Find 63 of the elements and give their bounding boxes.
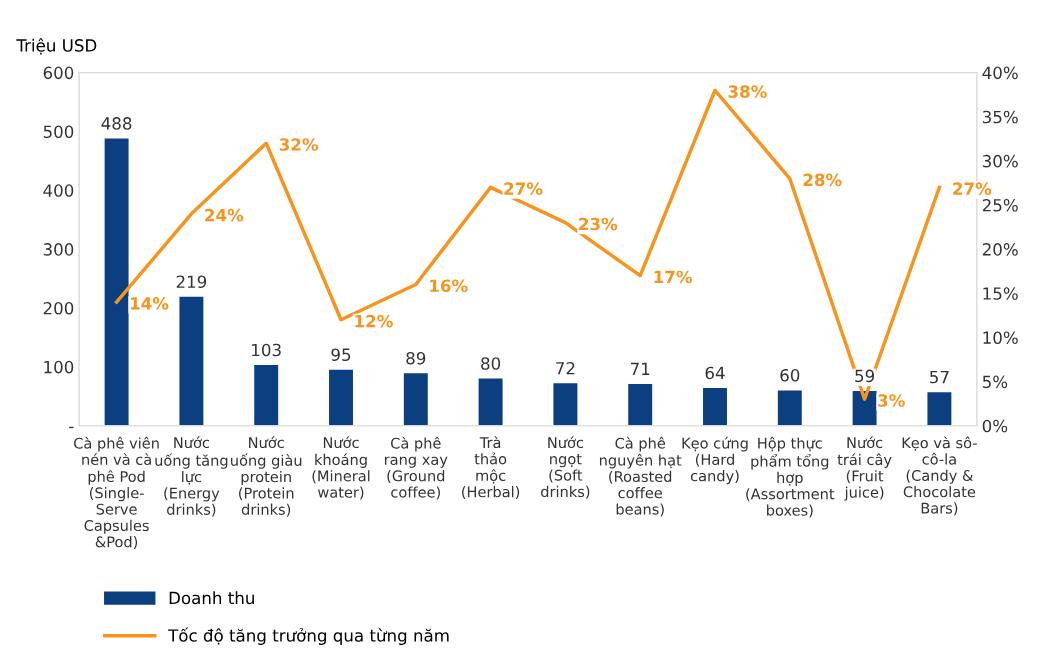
bar	[777, 390, 802, 426]
data-label: 14%	[130, 297, 169, 310]
bar	[553, 383, 578, 426]
data-label: 17%	[654, 270, 693, 284]
x-tick-label: Nước trái cây (Fruit juice)	[837, 436, 892, 501]
x-tick-label: Kẹo cứng (Hard candy)	[682, 436, 748, 485]
data-label: 16%	[430, 279, 468, 293]
data-label: 23%	[579, 217, 618, 231]
y2-tick-label: 30%	[982, 154, 1018, 168]
bar	[478, 378, 503, 426]
y2-tick-label: 0%	[982, 419, 1008, 433]
data-label: 95	[331, 348, 351, 362]
y-tick-label: 200	[43, 301, 74, 315]
x-tick-label: Nước ngọt (Soft drinks)	[541, 436, 590, 499]
y2-tick-label: 10%	[983, 331, 1018, 344]
bar	[179, 296, 204, 426]
data-label: 57	[930, 370, 949, 384]
y-tick-label: 300	[43, 243, 74, 256]
bar	[628, 383, 653, 426]
data-label: 28%	[803, 173, 842, 187]
x-tick-label: Nước uống giàu protein (Protein drinks)	[231, 436, 302, 517]
data-label: 12%	[355, 314, 393, 328]
bar	[254, 365, 279, 426]
bar	[703, 388, 727, 426]
y2-tick-label: 25%	[982, 198, 1018, 212]
y2-tick-label: 20%	[982, 243, 1018, 256]
data-label: 89	[406, 351, 426, 365]
legend-label: Tốc độ tăng trưởng qua từng năm	[168, 627, 449, 645]
data-label: 64	[705, 366, 725, 380]
bar	[329, 369, 353, 426]
legend-label: Doanh thu	[169, 591, 254, 605]
data-label: 27%	[953, 182, 992, 195]
y-tick-label: 600	[43, 66, 74, 80]
data-label: 38%	[728, 85, 767, 98]
bar	[104, 138, 129, 426]
y-tick-label: -	[69, 426, 74, 429]
x-tick-label: Trà thảo mộc (Herbal)	[462, 436, 520, 500]
y-tick-label: 500	[43, 125, 74, 139]
y2-tick-label: 35%	[982, 110, 1018, 124]
data-label: 59	[855, 369, 875, 383]
x-tick-label: Cà phê nguyên hạt (Roasted coffee beans)	[599, 436, 682, 517]
data-label: 60	[780, 369, 800, 382]
data-label: 71	[630, 362, 650, 375]
y2-tick-label: 5%	[982, 375, 1008, 389]
y-axis-title: Triệu USD	[16, 38, 97, 55]
data-label: 24%	[205, 208, 244, 222]
data-label: 488	[101, 117, 132, 130]
y-tick-label: 100	[44, 360, 74, 374]
y2-tick-label: 40%	[982, 66, 1018, 80]
bar	[927, 392, 952, 426]
data-label: 32%	[279, 138, 319, 151]
data-label: 3%	[878, 394, 905, 407]
x-tick-label: Cà phê rang xay (Ground coffee)	[384, 436, 448, 500]
data-label: 219	[176, 275, 207, 289]
data-label: 27%	[504, 182, 543, 195]
y2-tick-label: 15%	[983, 287, 1018, 300]
x-tick-label: Nước khoáng (Mineral water)	[312, 436, 370, 500]
data-label: 103	[252, 343, 281, 357]
bar	[403, 373, 428, 426]
data-label: 72	[556, 361, 575, 375]
y-tick-label: 400	[43, 184, 74, 197]
x-tick-label: Kẹo và sô- cô-la (Candy & Chocolate Bars)	[902, 436, 977, 516]
data-label: 80	[481, 357, 501, 370]
